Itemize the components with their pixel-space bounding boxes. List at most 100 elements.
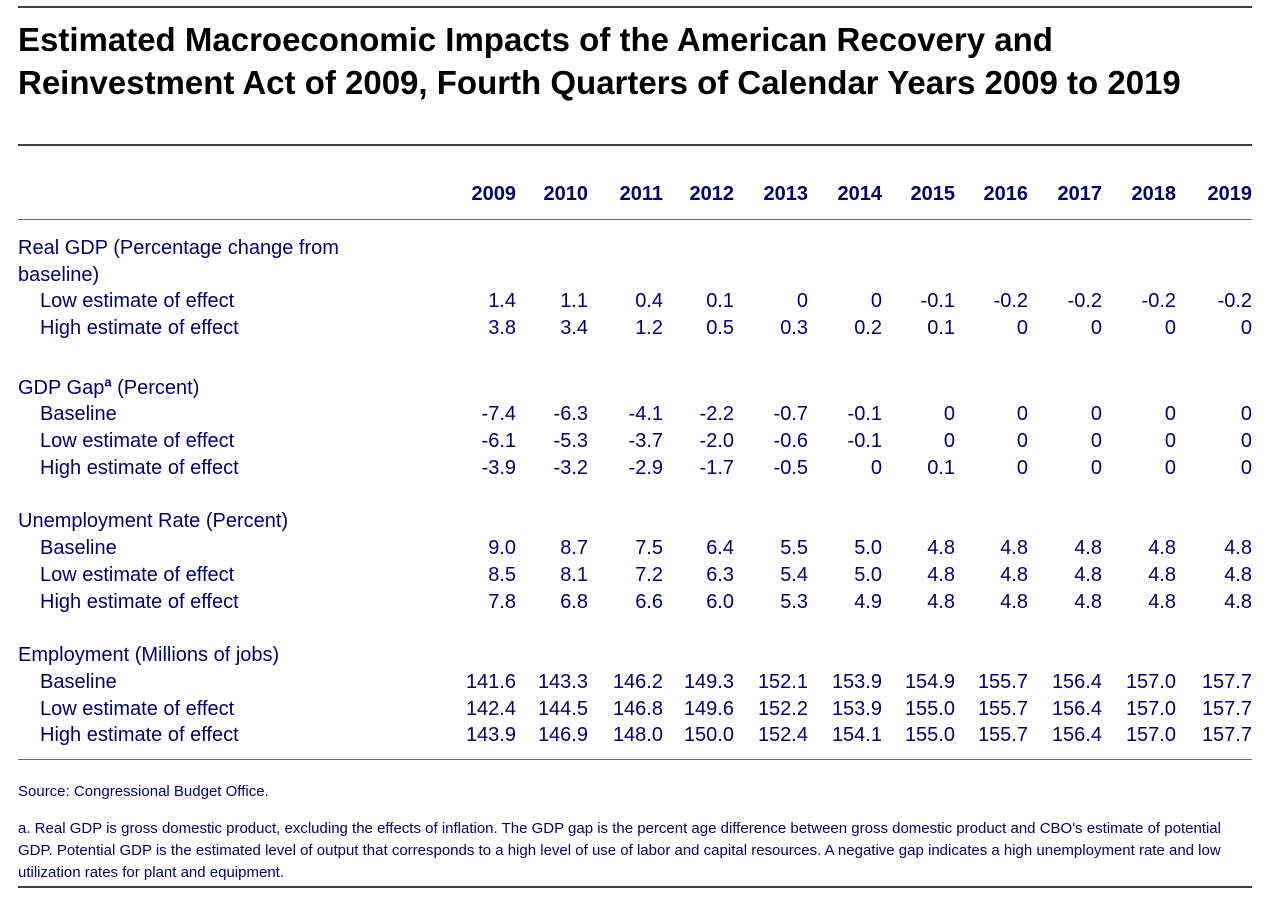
table-cell: 156.4 [1051, 671, 1102, 693]
header-bottom-rule [18, 219, 1252, 220]
table-cell: -0.1 [847, 403, 882, 425]
table-cell: 4.8 [1148, 537, 1176, 559]
table-cell: 5.4 [780, 564, 808, 586]
section-label: Real GDP (Percentage change from baselin… [18, 235, 398, 289]
table-cell: 153.9 [831, 671, 882, 693]
table-cell: -3.9 [481, 457, 516, 479]
year-header: 2018 [1131, 183, 1177, 205]
table-cell: -3.2 [553, 457, 588, 479]
table-cell: -6.1 [481, 430, 516, 452]
source-note: Source: Congressional Budget Office. [18, 783, 269, 800]
table-cell: 5.0 [854, 564, 882, 586]
table-cell: 0.5 [706, 317, 734, 339]
table-row: High estimate of effect 7.8 6.8 6.6 6.0 5.3 4.… [18, 589, 1254, 616]
table-cell: -0.2 [993, 290, 1028, 312]
table-row: Low estimate of effect 142.4 144.5 146.8 149… [18, 696, 1254, 723]
table-cell: 155.0 [904, 724, 955, 746]
section-label: Unemployment Rate (Percent) [18, 508, 398, 535]
row-label: Baseline [40, 537, 117, 559]
table-cell: 5.0 [854, 537, 882, 559]
table-cell: 143.3 [537, 671, 588, 693]
table-cell: 4.8 [1224, 591, 1252, 613]
table-cell: -0.7 [773, 403, 808, 425]
table-cell: 6.3 [706, 564, 734, 586]
table-cell: 7.5 [635, 537, 663, 559]
table-cell: 0 [943, 430, 955, 452]
table-cell: 0.1 [706, 290, 734, 312]
table-cell: 0 [796, 290, 808, 312]
year-header: 2011 [619, 183, 663, 205]
year-header: 2009 [471, 183, 517, 205]
top-rule [18, 6, 1252, 8]
year-header: 2016 [983, 183, 1029, 205]
year-header: 2019 [1207, 183, 1253, 205]
table-cell: 1.1 [560, 290, 588, 312]
table-cell: 0 [1164, 403, 1176, 425]
table-cell: 0 [1016, 317, 1028, 339]
table-cell: 149.3 [683, 671, 734, 693]
row-label: High estimate of effect [40, 317, 239, 339]
table-cell: 157.7 [1201, 698, 1252, 720]
table-row: Low estimate of effect 1.4 1.1 0.4 0.1 0 0 -0.1… [18, 288, 1254, 315]
table-cell: 8.7 [560, 537, 588, 559]
table-cell: 152.1 [757, 671, 808, 693]
row-label: Low estimate of effect [40, 430, 235, 452]
table-row: High estimate of effect -3.9 -3.2 -2.9 -1.7 -… [18, 455, 1254, 482]
footnote-text: a. Real GDP is gross domestic product, e… [18, 820, 1221, 881]
table-cell: 0 [1240, 430, 1252, 452]
title-bottom-rule [18, 144, 1252, 146]
table-cell: 156.4 [1051, 698, 1102, 720]
year-header: 2013 [763, 183, 809, 205]
table-cell: 1.4 [488, 290, 516, 312]
table-cell: -4.1 [628, 403, 663, 425]
year-header: 2012 [689, 183, 735, 205]
row-label: Baseline [40, 403, 117, 425]
table-cell: 8.5 [488, 564, 516, 586]
table-cell: -0.2 [1217, 290, 1252, 312]
table-cell: 157.0 [1125, 724, 1176, 746]
row-label: High estimate of effect [40, 457, 239, 479]
table-cell: 0 [1016, 430, 1028, 452]
table-cell: 144.5 [537, 698, 588, 720]
table-cell: 148.0 [612, 724, 663, 746]
table-cell: 0 [1016, 403, 1028, 425]
table-cell: -0.6 [773, 430, 808, 452]
page-title: Estimated Macroeconomic Impacts of the A… [18, 21, 1181, 101]
table-cell: 149.6 [683, 698, 734, 720]
section-label-text: Real GDP (Percentage change from baselin… [18, 237, 339, 286]
table-cell: 0 [1240, 403, 1252, 425]
table-cell: 143.9 [465, 724, 516, 746]
table-cell: 0 [1164, 457, 1176, 479]
section-label: GDP Gapa (Percent) [18, 375, 398, 402]
table-cell: 0 [943, 403, 955, 425]
table-cell: -2.2 [699, 403, 734, 425]
year-header: 2010 [543, 183, 589, 205]
table-cell: 5.3 [780, 591, 808, 613]
table-cell: 4.8 [1148, 591, 1176, 613]
table-cell: 157.7 [1201, 671, 1252, 693]
section-label: Employment (Millions of jobs) [18, 642, 398, 669]
table-row: Low estimate of effect -6.1 -5.3 -3.7 -2.0 -0… [18, 428, 1254, 455]
section-label-suffix: (Percent) [111, 377, 200, 399]
table-cell: 5.5 [780, 537, 808, 559]
table-cell: -0.5 [773, 457, 808, 479]
table-cell: 4.8 [927, 564, 955, 586]
table-cell: 0 [870, 457, 882, 479]
table-cell: -2.9 [628, 457, 663, 479]
table-cell: 0 [1090, 317, 1102, 339]
table-cell: 6.0 [706, 591, 734, 613]
table-cell: 153.9 [831, 698, 882, 720]
table-cell: 6.8 [560, 591, 588, 613]
table-cell: 6.6 [635, 591, 663, 613]
table-cell: 157.7 [1201, 724, 1252, 746]
table-cell: -7.4 [481, 403, 516, 425]
table-cell: 156.4 [1051, 724, 1102, 746]
table-cell: -0.1 [920, 290, 955, 312]
table-cell: 4.8 [1148, 564, 1176, 586]
table-cell: 0.2 [854, 317, 882, 339]
table-cell: 8.1 [560, 564, 588, 586]
row-label: Baseline [40, 671, 117, 693]
row-label: High estimate of effect [40, 724, 239, 746]
table-cell: 0.3 [780, 317, 808, 339]
table-cell: 4.8 [1000, 591, 1028, 613]
